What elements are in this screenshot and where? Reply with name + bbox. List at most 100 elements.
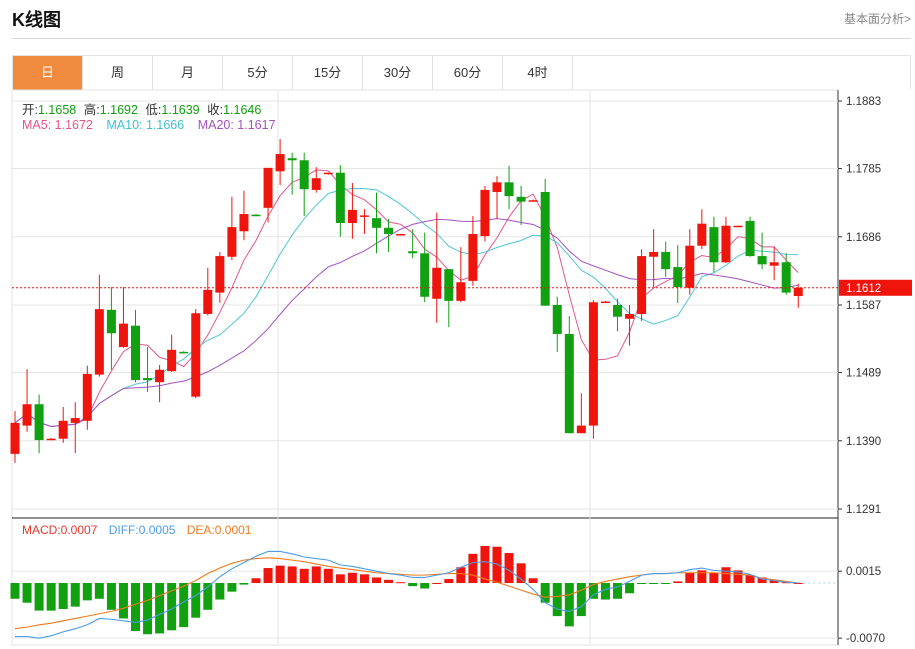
current-price-label: 1.1612: [846, 283, 881, 295]
ma5-line: [14, 169, 799, 427]
candle-body: [143, 378, 153, 381]
candle-body: [408, 251, 418, 254]
candle-body: [179, 351, 189, 354]
tab-5min[interactable]: 5分: [223, 56, 293, 90]
tab-week[interactable]: 周: [83, 56, 153, 90]
price-tick-label: 1.1883: [846, 96, 881, 108]
candle-body: [299, 160, 309, 190]
macd-bar: [10, 583, 20, 599]
macd-bar: [384, 579, 394, 583]
candle: [492, 176, 502, 219]
macd-bar: [191, 583, 201, 618]
macd-bar: [552, 583, 562, 617]
candle-body: [781, 262, 791, 293]
candle: [781, 253, 791, 295]
macd-bar: [576, 583, 586, 617]
candle: [263, 167, 273, 223]
candle: [215, 251, 225, 303]
candle: [384, 218, 394, 252]
candle: [22, 369, 32, 432]
candle-body: [649, 251, 659, 257]
macd-bar: [58, 583, 68, 610]
macd-bar: [70, 583, 80, 607]
price-tick-label: 1.1489: [846, 368, 881, 380]
price-tick-label: 1.1390: [846, 436, 881, 448]
candle: [649, 229, 659, 288]
macd-bar: [637, 583, 647, 584]
candle: [46, 438, 56, 441]
candle: [625, 305, 635, 346]
divider: [12, 38, 911, 39]
fundamental-analysis-link[interactable]: 基本面分析>: [843, 12, 911, 26]
candle-body: [396, 234, 406, 236]
candle: [480, 185, 490, 242]
candle: [564, 316, 574, 434]
macd-bar: [540, 583, 550, 603]
candle-body: [311, 178, 321, 190]
candle-body: [480, 189, 490, 237]
macd-bar: [287, 566, 297, 583]
macd-bar: [118, 583, 128, 619]
candle: [34, 394, 44, 454]
period-tabs: 日 周 月 5分 15分 30分 60分 4时: [12, 55, 911, 90]
candle: [239, 190, 249, 241]
macd-bar: [733, 570, 743, 583]
macd-bar: [432, 583, 442, 584]
open-label: 开:: [22, 103, 38, 117]
candle-body: [82, 373, 92, 421]
candle: [745, 216, 755, 257]
candle: [179, 351, 189, 354]
candle-body: [191, 313, 201, 397]
candle-body: [239, 214, 249, 232]
candle-body: [420, 253, 430, 297]
macd-bar: [649, 583, 659, 584]
macd-bar: [179, 583, 189, 628]
macd-bar: [131, 583, 140, 632]
candle: [516, 185, 526, 226]
candle: [420, 232, 430, 303]
price-tick-label: 1.1785: [846, 164, 881, 176]
macd-bar: [155, 583, 165, 634]
tab-30min[interactable]: 30分: [363, 56, 433, 90]
macd-bar: [757, 577, 767, 583]
candle-body: [576, 425, 586, 434]
page-title: K线图: [12, 10, 61, 30]
candle-body: [673, 267, 683, 288]
macd-bar: [480, 545, 490, 583]
candle-body: [335, 172, 345, 223]
tab-day[interactable]: 日: [13, 56, 83, 90]
candle: [58, 407, 68, 443]
candle-body: [721, 225, 731, 263]
macd-bar: [251, 578, 261, 583]
candle-body: [492, 182, 502, 192]
candle-body: [275, 154, 285, 172]
candle-body: [588, 302, 598, 426]
candle-body: [384, 227, 394, 235]
candle: [552, 296, 562, 352]
macd-bar: [588, 583, 598, 599]
tab-60min[interactable]: 60分: [433, 56, 503, 90]
candle: [528, 199, 538, 202]
macd-bar: [203, 583, 213, 610]
candle-body: [251, 214, 261, 217]
macd-bar: [335, 574, 345, 583]
candle: [408, 229, 418, 259]
tab-month[interactable]: 月: [153, 56, 223, 90]
tab-15min[interactable]: 15分: [293, 56, 363, 90]
candle-body: [793, 287, 803, 297]
ma-legend: MA5: 1.1672 MA10: 1.1666 MA20: 1.1617: [22, 118, 280, 132]
candle: [106, 287, 116, 370]
candle-body: [733, 225, 743, 228]
macd-bar: [227, 583, 237, 592]
candle-body: [625, 313, 635, 319]
candle: [372, 192, 381, 254]
candle: [118, 287, 128, 348]
tab-4hour[interactable]: 4时: [503, 56, 573, 90]
candle-body: [227, 227, 237, 257]
candle-body: [600, 301, 610, 304]
candle: [82, 365, 92, 430]
candle: [721, 216, 731, 263]
macd-bar: [745, 575, 755, 583]
candle: [456, 247, 466, 303]
